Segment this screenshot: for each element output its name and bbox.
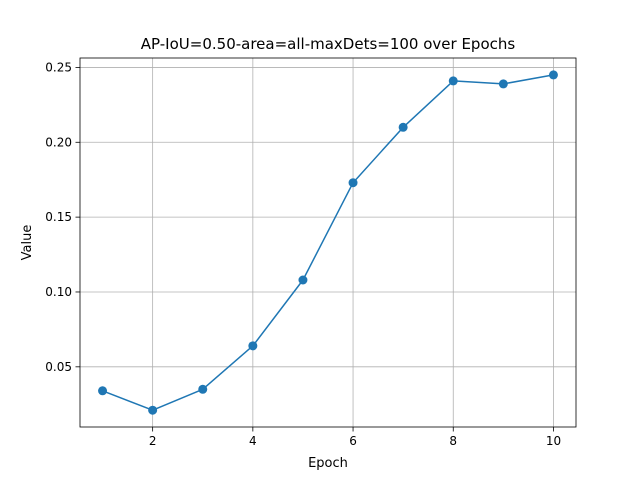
series-line — [101, 74, 555, 411]
data-point — [398, 122, 408, 132]
y-tick-label: 0.05 — [45, 360, 72, 374]
data-point — [198, 384, 208, 394]
series-layer — [98, 70, 558, 415]
y-tick-label: 0.10 — [45, 285, 72, 299]
y-tick-label: 0.15 — [45, 210, 72, 224]
grid-lines — [80, 58, 576, 427]
y-axis-label: Value — [20, 225, 35, 261]
plot-frame — [79, 57, 577, 428]
x-tick-label: 10 — [546, 434, 561, 448]
data-point — [448, 76, 458, 86]
data-point — [248, 341, 258, 351]
data-point — [548, 70, 558, 80]
chart-title: AP-IoU=0.50-area=all-maxDets=100 over Ep… — [141, 35, 516, 53]
x-tick-label: 6 — [349, 434, 357, 448]
data-point — [348, 178, 358, 188]
x-tick-label: 4 — [249, 434, 257, 448]
y-tick-label: 0.20 — [45, 135, 72, 149]
plot-area — [80, 58, 576, 427]
x-axis-label: Epoch — [308, 456, 348, 471]
x-tick-label: 2 — [149, 434, 157, 448]
data-point — [148, 405, 158, 415]
x-tick-label: 8 — [449, 434, 457, 448]
data-point — [498, 79, 508, 89]
y-tick-label: 0.25 — [45, 60, 72, 74]
data-point — [98, 386, 108, 396]
data-point — [298, 275, 308, 285]
axis-ticks: 2 4 6 8 10 0.05 0.10 0.15 0.20 0.25 — [45, 60, 561, 448]
